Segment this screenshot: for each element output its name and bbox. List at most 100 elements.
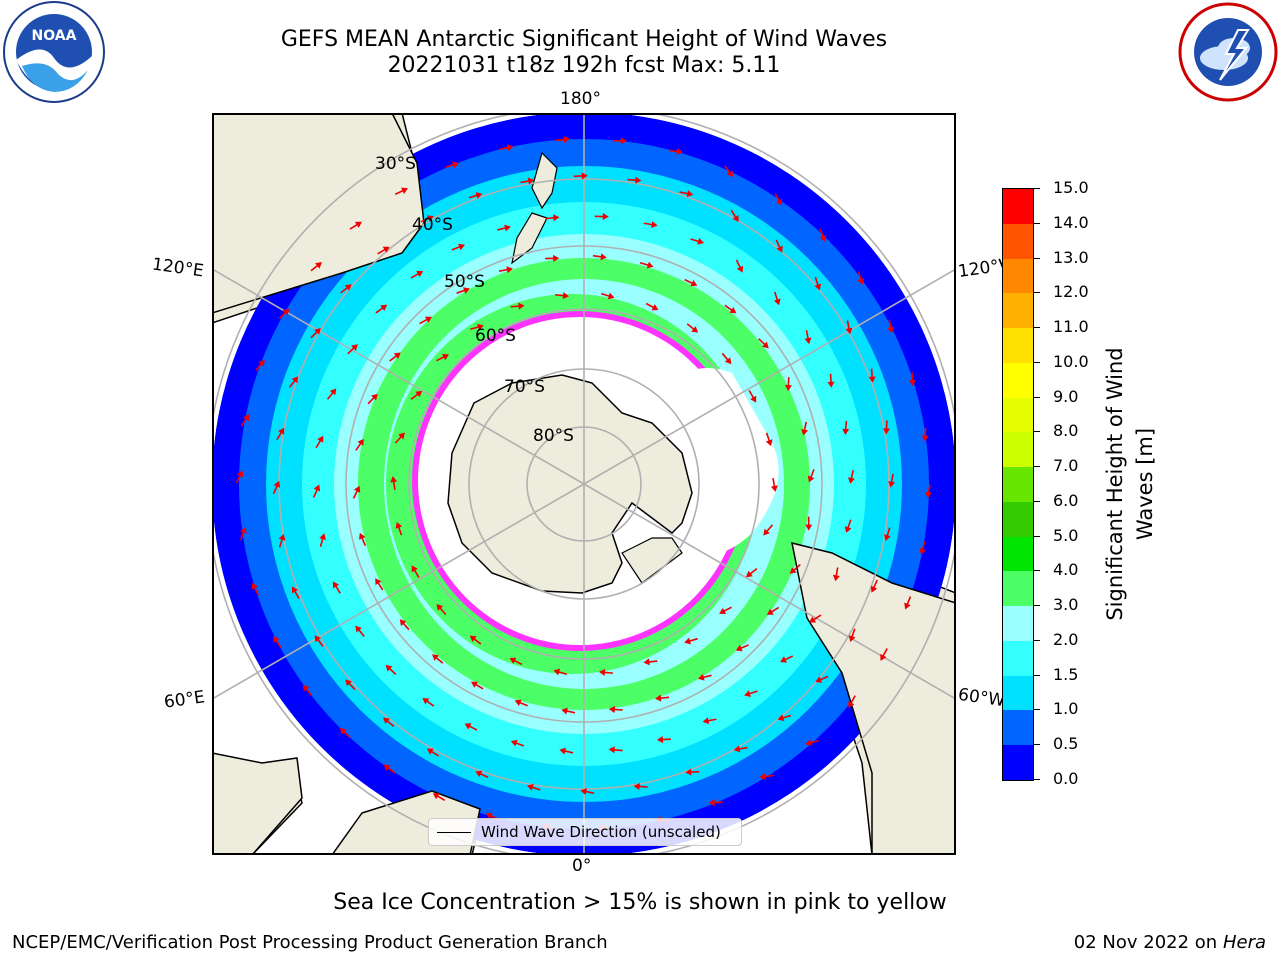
colorbar-tick: [1034, 674, 1040, 676]
colorbar-tick-label: 0.0: [1053, 769, 1079, 788]
wave-direction-arrow: [319, 533, 327, 547]
wave-direction-arrow: [655, 694, 670, 702]
wave-direction-arrow: [643, 658, 658, 666]
wave-direction-arrow: [777, 714, 792, 722]
colorbar-tick: [1034, 188, 1040, 189]
wave-direction-arrow: [510, 302, 525, 310]
wave-direction-arrow: [470, 323, 484, 331]
wave-direction-arrow: [598, 668, 613, 676]
lat-label-40s: 40°S: [412, 215, 453, 235]
wave-direction-arrow: [375, 304, 388, 314]
colorbar-tick-label: 1.5: [1053, 664, 1079, 684]
wave-direction-arrow: [349, 221, 362, 230]
wave-direction-arrow: [908, 372, 916, 387]
wave-direction-arrow: [600, 292, 615, 300]
colorbar-tick-label: 8.0: [1053, 421, 1079, 441]
wave-direction-arrow: [724, 304, 737, 314]
wave-direction-arrow: [770, 477, 778, 492]
wave-direction-arrow: [708, 799, 723, 807]
wave-direction-arrow: [345, 679, 356, 691]
colorbar-tick-label: 5.0: [1053, 525, 1079, 545]
noaa-logo-icon: NOAA: [3, 1, 105, 103]
wave-direction-arrow: [845, 320, 853, 335]
footer-date: 02 Nov 2022 on Hera: [1074, 932, 1266, 953]
wave-direction-arrow: [758, 338, 769, 349]
wave-direction-arrow: [383, 717, 395, 728]
wave-direction-arrow: [735, 644, 749, 652]
colorbar-bin: [1003, 432, 1033, 468]
wave-direction-arrow: [844, 519, 852, 533]
wave-direction-arrow: [240, 414, 250, 427]
wave-direction-arrow: [656, 736, 671, 744]
wave-direction-arrow: [436, 604, 447, 616]
wave-direction-arrow: [497, 224, 511, 232]
wave-direction-arrow: [553, 668, 568, 676]
wave-direction-arrow: [645, 302, 659, 311]
colorbar-tick-label: 15.0: [1053, 178, 1089, 197]
wave-direction-arrow: [730, 209, 739, 222]
wave-direction-arrow: [759, 773, 774, 781]
colorbar-tick: [1034, 605, 1040, 607]
wave-direction-arrow: [339, 727, 351, 739]
wave-direction-arrow: [744, 690, 758, 697]
colorbar-bin: [1003, 188, 1033, 224]
wave-direction-arrow: [394, 432, 405, 444]
colorbar-bin: [1003, 606, 1033, 641]
chart-title: GEFS MEAN Antarctic Significant Height o…: [280, 27, 888, 52]
wave-direction-arrow: [719, 606, 732, 615]
wave-direction-arrow: [389, 352, 401, 362]
wave-direction-arrow: [888, 473, 896, 488]
colorbar-tick: [1034, 535, 1040, 537]
wave-direction-arrow: [686, 323, 699, 333]
lat-label-50s: 50°S: [444, 272, 485, 292]
colorbar-bin: [1003, 536, 1033, 572]
wave-direction-arrow: [633, 782, 648, 790]
colorbar-bin: [1003, 745, 1033, 780]
wave-direction-arrow: [291, 586, 300, 599]
wave-direction-arrow: [748, 390, 757, 403]
wave-direction-arrow: [848, 470, 855, 484]
colorbar-bin: [1003, 223, 1033, 259]
wave-direction-arrow: [410, 270, 424, 279]
lon-label-180: 180°: [560, 89, 601, 109]
wave-direction-arrow: [809, 614, 822, 623]
colorbar-tick-label: 11.0: [1053, 317, 1089, 337]
wave-direction-arrow: [921, 427, 929, 442]
wave-direction-arrow: [780, 655, 794, 663]
wave-direction-arrow: [456, 287, 470, 294]
wave-direction-arrow: [702, 717, 717, 725]
wave-direction-arrow: [805, 739, 819, 746]
colorbar-bin: [1003, 710, 1033, 746]
wave-direction-arrow: [527, 784, 541, 791]
wave-direction-arrow: [422, 697, 435, 707]
wave-direction-arrow: [887, 319, 895, 334]
colorbar-tick-label: 0.5: [1053, 734, 1079, 754]
wave-direction-arrow: [884, 527, 891, 542]
land-over-disk: [212, 113, 956, 855]
chart-subtitle: 20221031 t18z 192h fcst Max: 5.11: [387, 53, 781, 78]
wave-direction-arrow: [880, 648, 888, 661]
wave-direction-arrow: [814, 276, 822, 291]
wave-direction-arrow: [592, 253, 607, 261]
wave-direction-arrow: [445, 161, 459, 169]
colorbar-tick-label: 10.0: [1053, 351, 1089, 371]
wave-direction-arrow: [426, 748, 440, 757]
wave-direction-arrow: [288, 376, 299, 388]
wave-direction-arrow: [627, 176, 642, 184]
wave-direction-arrow: [410, 390, 423, 400]
colorbar-tick-label: 13.0: [1053, 247, 1089, 267]
wave-direction-arrow: [332, 581, 341, 594]
wave-direction-arrow: [904, 596, 912, 610]
wave-direction-arrow: [358, 532, 367, 547]
wave-direction-arrow: [815, 675, 829, 683]
wave-direction-arrow: [420, 215, 434, 223]
colorbar-bin: [1003, 640, 1033, 676]
colorbar-tick: [1034, 779, 1040, 780]
wave-direction-arrow: [278, 308, 290, 319]
wave-direction-arrow: [684, 278, 698, 287]
lat-label-80s: 80°S: [533, 426, 574, 446]
wave-direction-arrow: [668, 147, 683, 155]
colorbar-bin: [1003, 675, 1033, 711]
wave-direction-arrow: [801, 421, 809, 436]
wave-direction-arrow: [464, 723, 478, 731]
